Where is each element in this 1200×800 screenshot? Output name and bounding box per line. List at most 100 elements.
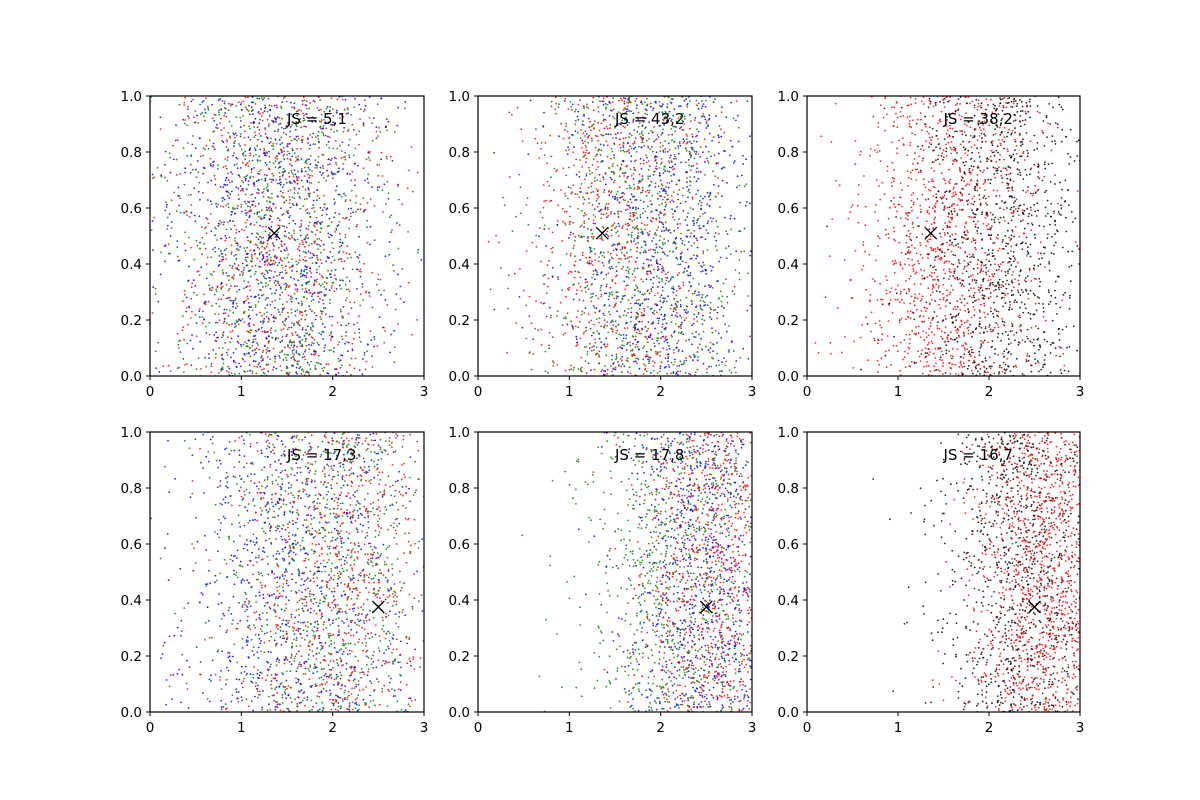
data-point (629, 344, 632, 347)
data-point (626, 257, 629, 259)
data-point (315, 222, 318, 225)
data-point (623, 280, 625, 283)
data-point (712, 101, 715, 103)
data-point (211, 304, 214, 307)
data-point (229, 331, 232, 333)
data-point (330, 331, 333, 333)
data-point (260, 237, 263, 239)
data-point (717, 192, 720, 195)
data-point (253, 365, 256, 368)
data-point (651, 286, 654, 289)
data-point (262, 286, 264, 288)
data-point (212, 270, 215, 273)
data-point (281, 186, 284, 188)
data-point (354, 147, 357, 150)
data-point (275, 142, 278, 145)
data-point (580, 224, 583, 227)
data-point (358, 270, 361, 273)
data-point (691, 332, 694, 335)
data-point (540, 141, 543, 144)
data-point (226, 190, 229, 193)
data-point (627, 312, 629, 314)
data-point (331, 282, 334, 284)
data-point (704, 268, 707, 271)
data-point (640, 179, 643, 182)
data-point (244, 144, 247, 146)
data-point (711, 331, 714, 334)
data-point (568, 136, 571, 139)
data-point (264, 104, 266, 107)
data-point (229, 219, 231, 222)
data-point (164, 209, 167, 212)
data-point (316, 256, 319, 259)
data-point (674, 163, 677, 166)
data-point (373, 338, 376, 340)
data-point (689, 272, 692, 274)
data-point (371, 139, 374, 142)
data-point (685, 339, 687, 342)
data-point (263, 214, 266, 217)
data-point (343, 126, 345, 129)
data-point (284, 127, 287, 129)
data-point (666, 348, 668, 351)
data-point (339, 366, 342, 369)
data-point (562, 220, 564, 223)
data-point (249, 154, 252, 157)
data-point (224, 158, 227, 160)
data-point (615, 193, 618, 196)
data-point (291, 196, 294, 199)
data-point (720, 128, 722, 131)
data-point (700, 204, 702, 207)
data-point (183, 104, 186, 106)
data-point (251, 370, 254, 373)
data-point (584, 307, 587, 310)
data-point (322, 124, 325, 127)
data-point (220, 286, 223, 289)
data-point (185, 210, 188, 213)
data-point (605, 133, 607, 136)
data-point (305, 344, 308, 347)
data-point (599, 289, 602, 292)
data-point (688, 150, 691, 153)
data-point (273, 282, 276, 284)
data-point (692, 220, 695, 222)
data-point (265, 337, 268, 340)
data-point (612, 137, 614, 139)
data-point (677, 350, 680, 353)
data-point (314, 225, 316, 228)
data-point (230, 228, 232, 231)
data-point (604, 207, 607, 210)
data-point (203, 318, 205, 321)
data-point (223, 221, 226, 224)
data-point (669, 156, 671, 159)
data-point (636, 225, 639, 227)
data-point (652, 107, 655, 110)
data-point (201, 253, 203, 256)
data-point (682, 120, 684, 123)
data-point (265, 315, 268, 318)
data-point (689, 156, 692, 159)
data-point (312, 342, 315, 345)
data-point (232, 154, 235, 157)
data-point (298, 259, 301, 262)
data-point (580, 313, 583, 316)
data-point (317, 354, 320, 357)
data-point (338, 170, 340, 173)
data-point (704, 285, 706, 288)
data-point (233, 152, 235, 154)
data-point (590, 185, 593, 188)
data-point (681, 321, 683, 324)
data-point (239, 103, 242, 106)
data-point (247, 252, 249, 255)
data-point (268, 161, 271, 163)
data-point (280, 329, 283, 331)
data-point (280, 369, 283, 372)
data-point (622, 144, 624, 147)
data-point (626, 228, 628, 231)
data-point (278, 311, 280, 313)
data-point (552, 246, 554, 249)
data-point (708, 132, 711, 135)
data-point (343, 192, 345, 195)
data-point (712, 136, 715, 139)
data-point (663, 300, 665, 303)
